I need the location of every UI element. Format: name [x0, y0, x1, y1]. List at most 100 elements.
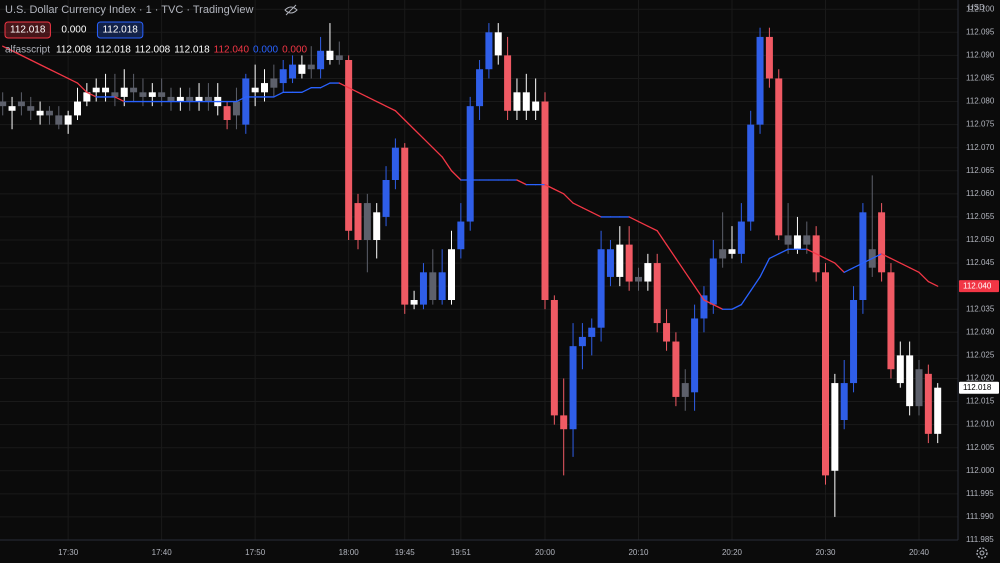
- price-tag-label: 112.040: [963, 281, 992, 290]
- candle-body: [831, 383, 839, 471]
- candle-body: [850, 300, 858, 384]
- candle: [167, 87, 175, 111]
- ma-segment: [319, 82, 331, 89]
- candle-body: [279, 69, 287, 84]
- ma-segment: [30, 59, 41, 66]
- ma-segment: [376, 100, 387, 107]
- candle-body: [775, 78, 783, 236]
- candle: [195, 83, 203, 111]
- candle: [476, 60, 484, 120]
- ma-segment: [591, 211, 602, 218]
- candle-body: [672, 341, 680, 397]
- ma-segment: [712, 303, 724, 310]
- candle: [391, 138, 399, 190]
- hide-icon[interactable]: [284, 4, 298, 16]
- candle: [261, 69, 268, 102]
- candle: [223, 101, 231, 130]
- y-tick-label: 112.085: [966, 74, 995, 83]
- candle: [644, 253, 652, 291]
- indicator-value: 112.040: [214, 45, 250, 56]
- ma-segment: [441, 156, 453, 172]
- candle-body: [232, 101, 240, 116]
- ma-segment: [273, 91, 284, 98]
- ma-segment: [731, 303, 742, 310]
- ma-segment: [918, 271, 929, 283]
- candle-body: [148, 92, 156, 97]
- candle-body: [494, 32, 502, 56]
- candle-body: [663, 323, 671, 342]
- candle-body: [719, 249, 727, 259]
- y-tick-label: 112.010: [966, 420, 995, 429]
- candle-body: [92, 87, 100, 93]
- indicator-value: 112.018: [95, 45, 131, 56]
- candle-body: [803, 235, 811, 245]
- candle: [466, 96, 474, 231]
- ma-segment: [778, 248, 789, 255]
- candle-body: [635, 276, 642, 282]
- candle: [850, 286, 858, 393]
- chart-title: U.S. Dollar Currency Index · 1 · TVC · T…: [5, 4, 253, 16]
- y-tick-label: 112.095: [966, 27, 995, 36]
- ma-segment: [824, 257, 836, 264]
- y-tick-label: 112.065: [966, 166, 995, 175]
- candle-body: [709, 258, 717, 305]
- quote-box: [96, 21, 144, 39]
- candle-body: [896, 355, 904, 384]
- ma-segment: [544, 183, 555, 190]
- ma-segment: [432, 147, 443, 158]
- x-tick-label: 20:40: [909, 548, 930, 557]
- candle-body: [354, 203, 362, 240]
- candle: [803, 221, 811, 254]
- x-tick-label: 19:51: [451, 548, 472, 557]
- candle-body: [111, 92, 119, 97]
- candle-body: [158, 92, 166, 97]
- ma-segment: [665, 243, 677, 260]
- candle: [906, 341, 914, 416]
- ma-segment: [834, 262, 845, 273]
- candle-body: [36, 110, 44, 116]
- ma-segment: [76, 82, 88, 93]
- y-tick-label: 112.090: [966, 50, 995, 59]
- candle-body: [17, 101, 25, 107]
- candle: [840, 360, 848, 430]
- currency-label: USD: [968, 3, 985, 12]
- candle-body: [793, 235, 801, 250]
- ma-segment: [740, 290, 752, 306]
- ma-segment: [235, 96, 247, 103]
- candle: [597, 230, 605, 342]
- y-tick-label: 112.055: [966, 212, 995, 221]
- settings-icon[interactable]: [976, 547, 988, 559]
- candle: [765, 27, 773, 88]
- candle-body: [560, 415, 568, 430]
- candle: [709, 240, 717, 314]
- candle-body: [644, 263, 652, 282]
- candle: [588, 318, 596, 356]
- candle: [578, 323, 586, 370]
- candle-body: [401, 147, 409, 305]
- indicator-value: 112.008: [135, 45, 171, 56]
- candle-body: [906, 355, 914, 407]
- candle-body: [476, 69, 484, 107]
- quote-box: [4, 21, 51, 39]
- ma-segment: [404, 119, 415, 130]
- x-tick-label: 17:50: [245, 548, 266, 557]
- candle: [550, 295, 558, 425]
- candle: [915, 360, 923, 416]
- candle-body: [522, 92, 530, 111]
- ma-segment: [450, 170, 462, 181]
- ma-segment: [684, 271, 696, 287]
- candle: [410, 290, 418, 310]
- candle-body: [532, 101, 540, 111]
- y-tick-label: 112.100: [966, 4, 995, 13]
- candle: [279, 60, 287, 93]
- x-tick-label: 20:30: [815, 548, 836, 557]
- candle-body: [410, 300, 418, 305]
- candle: [887, 263, 895, 379]
- ma-segment: [871, 253, 883, 260]
- candle-body: [102, 87, 110, 93]
- candle: [616, 226, 624, 287]
- candle-body: [588, 327, 596, 337]
- ma-segment: [516, 179, 527, 186]
- quote-value: 112.018: [102, 25, 138, 36]
